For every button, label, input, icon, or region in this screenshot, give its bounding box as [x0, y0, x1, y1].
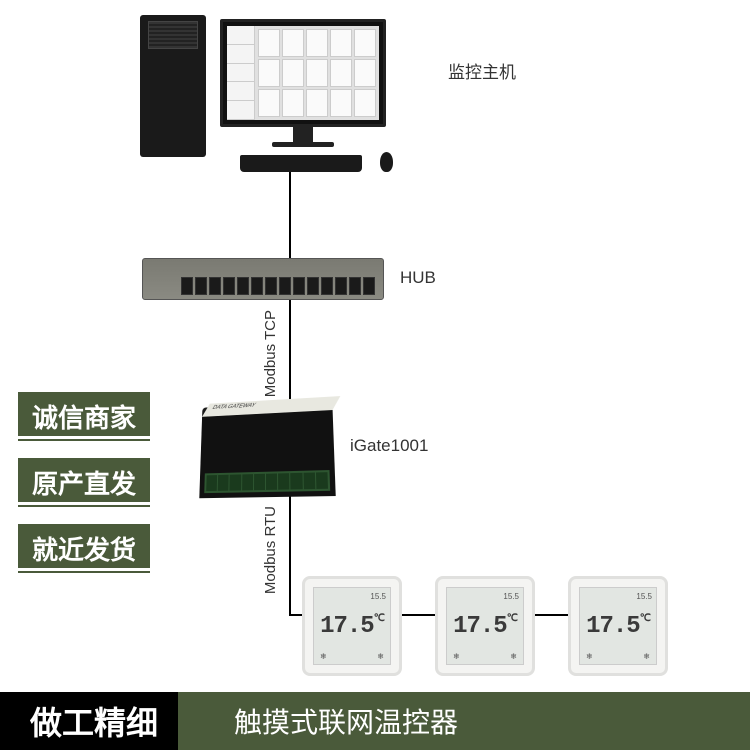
thermostat-screen: 15.5 17.5℃ ❄ ❄: [446, 587, 524, 665]
network-diagram: 监控主机 HUB Modbus TCP DATA GATEWAY iGate10…: [0, 0, 750, 750]
thermo-mode-icon: ❄: [453, 652, 460, 661]
thermo-mode-icon: ❄: [320, 652, 327, 661]
badge-3-text: 就近发货: [32, 535, 136, 565]
thermo-temp: 17.5℃: [453, 613, 517, 640]
badge-2-underline: [18, 502, 186, 505]
mouse-icon: [380, 152, 393, 172]
badge-1: 诚信商家: [18, 392, 150, 441]
conn-pc-hub: [289, 170, 291, 258]
thermo-mode-icon: ❄: [586, 652, 593, 661]
host-computer: [140, 15, 410, 175]
proto-rtu-label: Modbus RTU: [262, 506, 279, 594]
thermo-temp: 17.5℃: [320, 613, 384, 640]
footer-left-text: 做工精细: [0, 692, 178, 750]
thermo-fan-icon: ❄: [510, 652, 517, 661]
keyboard-icon: [240, 155, 362, 172]
thermostat-3: 15.5 17.5℃ ❄ ❄: [568, 576, 668, 676]
footer-right-text: 触摸式联网温控器: [178, 692, 750, 750]
hub-device-icon: [142, 258, 384, 300]
gateway-label: iGate1001: [350, 436, 428, 456]
thermostat-screen: 15.5 17.5℃ ❄ ❄: [313, 587, 391, 665]
thermo-fan-icon: ❄: [377, 652, 384, 661]
thermostat-1: 15.5 17.5℃ ❄ ❄: [302, 576, 402, 676]
badge-2: 原产直发: [18, 458, 150, 507]
conn-hub-gw: [289, 300, 291, 410]
thermo-set: 15.5: [503, 592, 519, 601]
badge-3-underline: [18, 568, 186, 571]
badge-2-text: 原产直发: [32, 469, 136, 499]
badge-3: 就近发货: [18, 524, 150, 573]
thermo-fan-icon: ❄: [643, 652, 650, 661]
thermo-set: 15.5: [636, 592, 652, 601]
monitor-icon: [220, 19, 386, 127]
footer-bar: 做工精细 触摸式联网温控器: [0, 692, 750, 750]
badge-1-underline: [18, 436, 186, 439]
thermo-set: 15.5: [370, 592, 386, 601]
hub-label: HUB: [400, 268, 436, 288]
proto-tcp-label: Modbus TCP: [262, 310, 279, 397]
gateway-device-icon: DATA GATEWAY: [199, 400, 335, 498]
conn-gw-bus: [289, 496, 291, 614]
host-label: 监控主机: [448, 58, 516, 83]
thermostat-screen: 15.5 17.5℃ ❄ ❄: [579, 587, 657, 665]
badge-1-text: 诚信商家: [32, 403, 136, 433]
thermostat-2: 15.5 17.5℃ ❄ ❄: [435, 576, 535, 676]
thermo-temp: 17.5℃: [586, 613, 650, 640]
pc-tower-icon: [140, 15, 206, 157]
